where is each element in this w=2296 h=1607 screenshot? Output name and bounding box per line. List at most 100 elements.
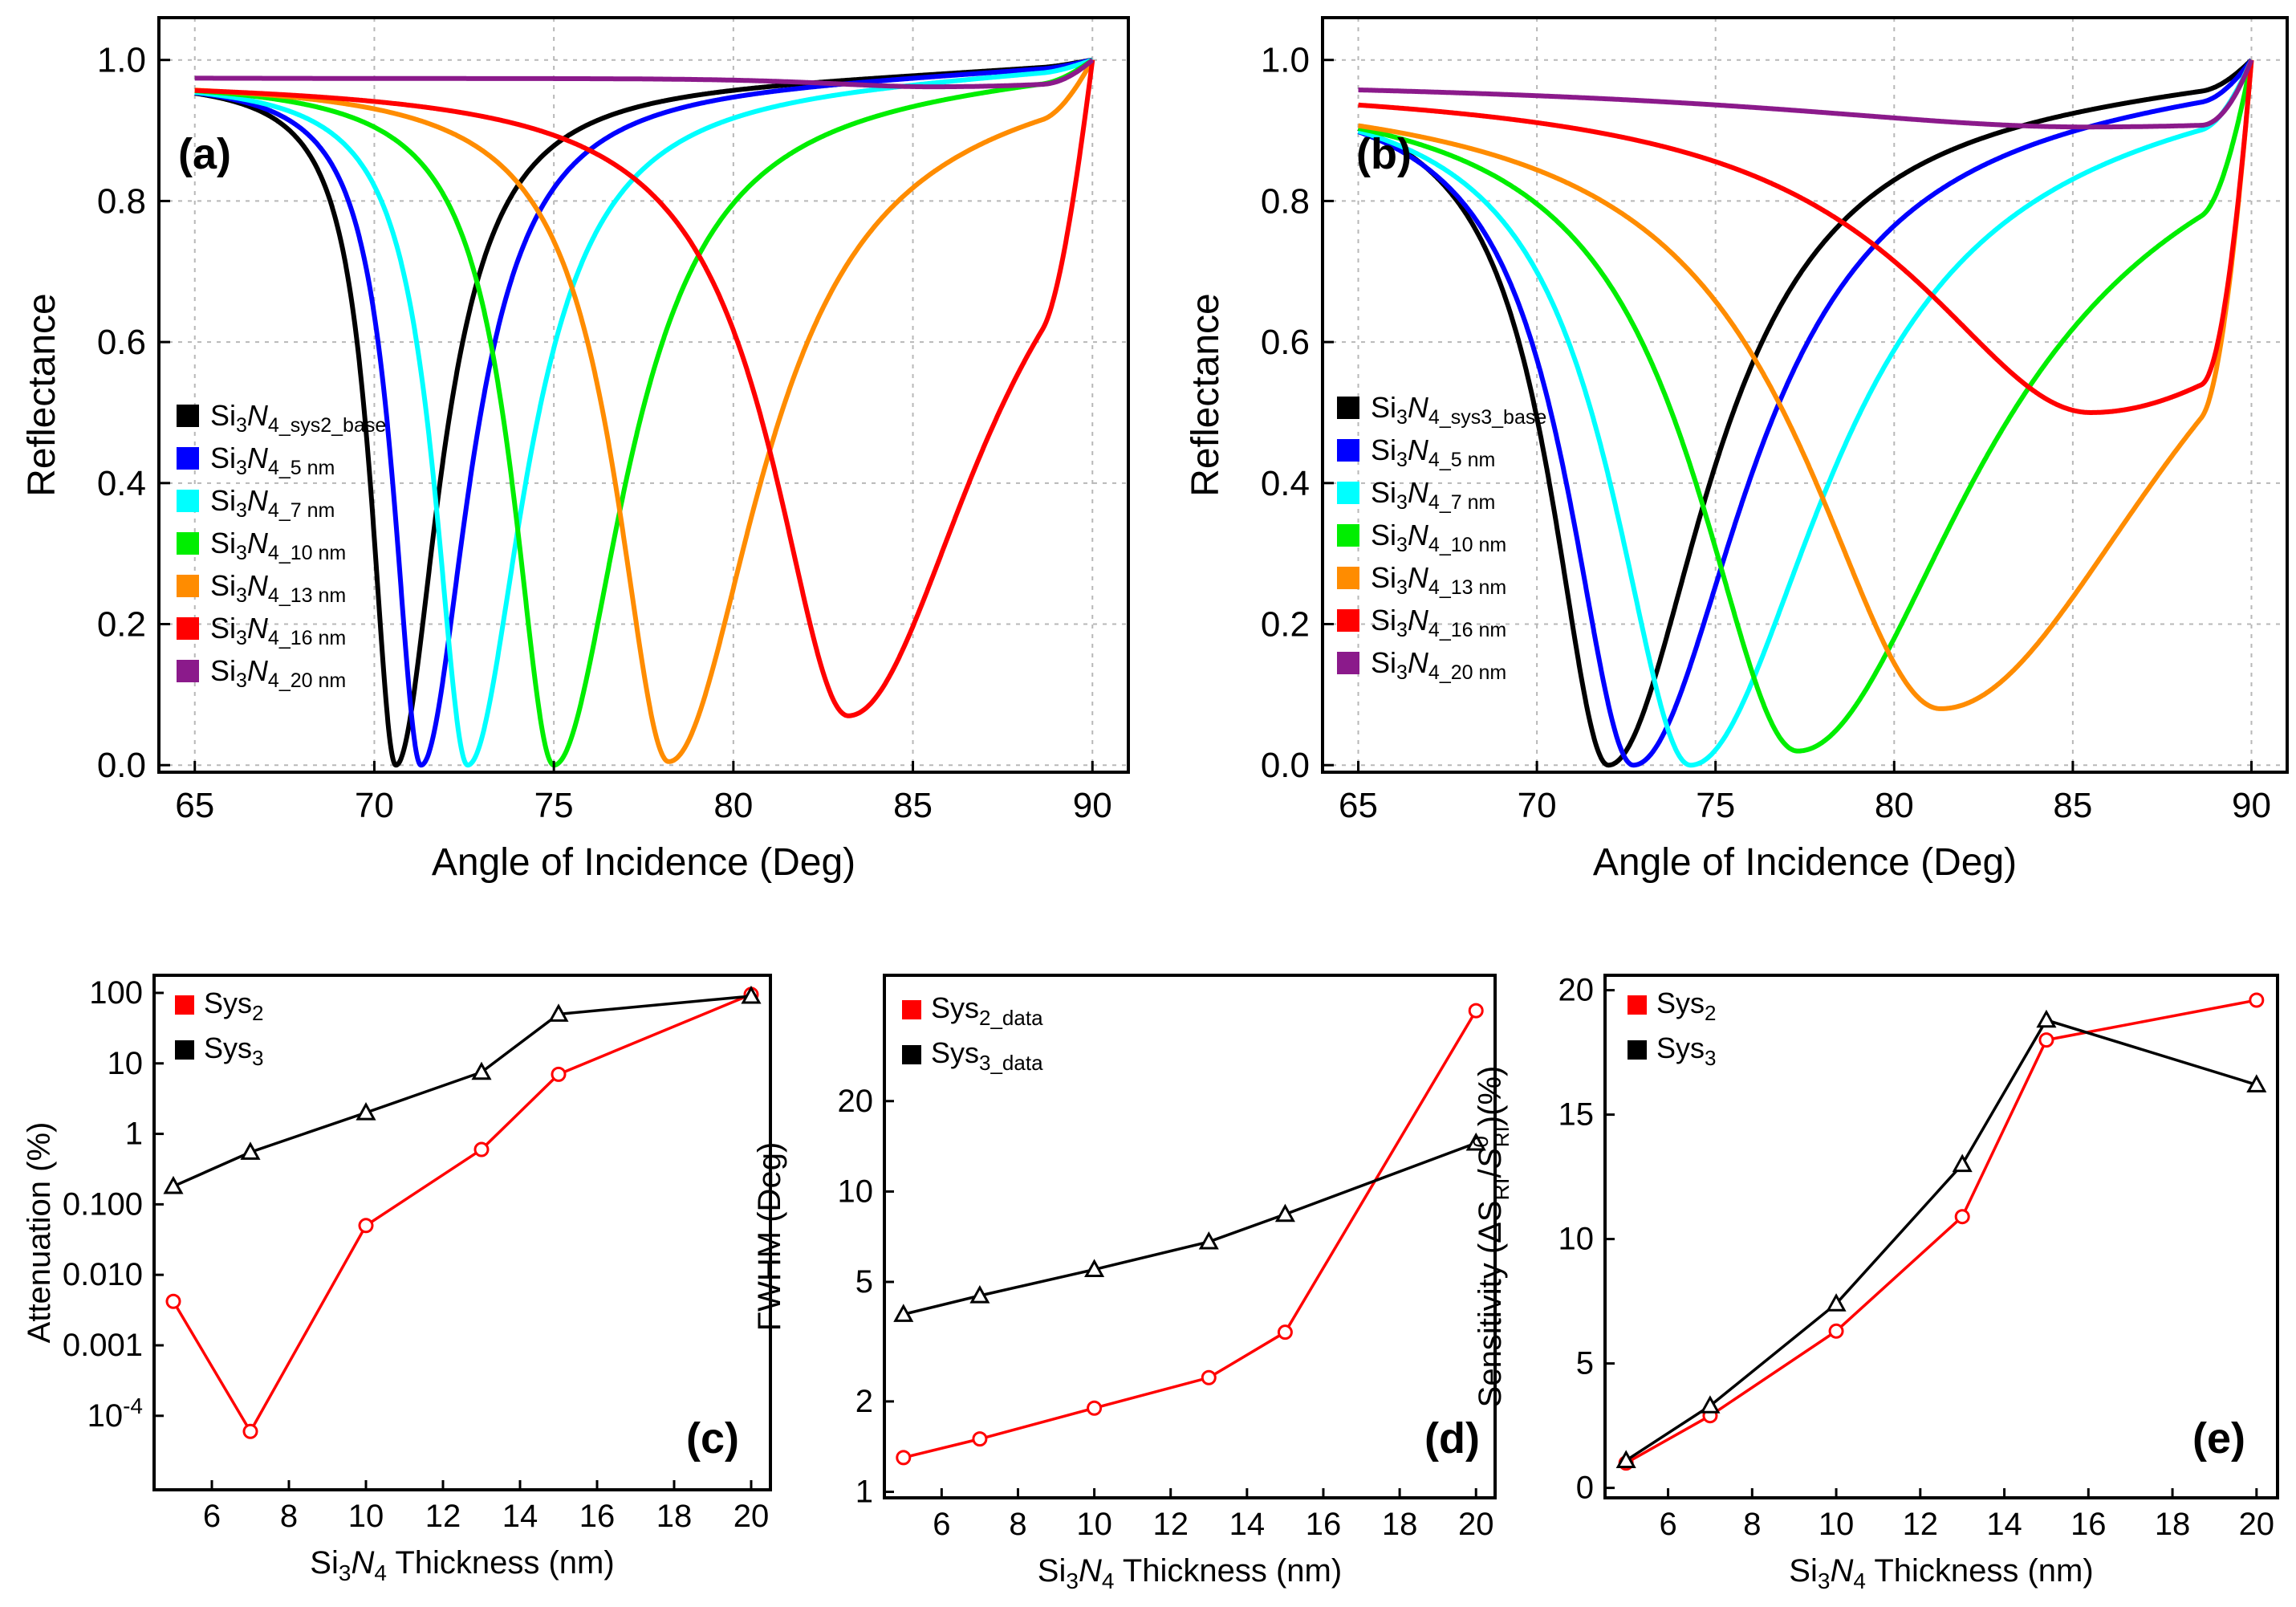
y-axis-label: Reflectance [21,293,63,496]
x-tick-label: 18 [1382,1507,1418,1542]
series-line-3 [1356,59,2254,754]
y-tick-label: 5 [1576,1346,1594,1381]
legend-swatch [1628,995,1647,1015]
series-line-5 [1356,59,2254,415]
x-tick-label: 16 [2070,1507,2107,1542]
legend-entry: Si3N4_sys3_base [1371,391,1546,429]
panel-e: 6 8 10 12 14 16 18 20 0 5 10 15 20 Si3N4 Thickness (n… [1469,973,2279,1593]
data-point [240,1141,261,1160]
x-tick-label: 8 [1009,1507,1026,1542]
data-point [896,1450,912,1466]
series-line-6 [1356,59,2254,130]
y-tick-label: 0.0 [1261,746,1310,785]
legend-entry: Sys2 [1656,987,1716,1025]
legend-entry: Si3N4_20 nm [210,654,346,692]
series-line-1 [173,995,752,1188]
x-axis-label: Si3N4 Thickness (nm) [310,1545,614,1585]
y-tick-label: 0.010 [63,1257,143,1292]
legend-entry: Sys3 [204,1031,263,1070]
data-point [2036,1009,2057,1028]
legend-swatch [175,1040,194,1060]
y-axis-label: Sensitivity (ΔSRI/S0RI)(%) [1469,1066,1514,1408]
data-point [356,1102,376,1121]
legend-swatch [902,1000,921,1019]
x-tick-label: 80 [713,786,753,825]
panel-c: 6 8 10 12 14 16 18 20 100 10 1 0.100 0.010 0.001 10-4 S… [22,974,772,1585]
legend-swatch [177,575,199,597]
panel-a: 65 70 75 80 85 90 0.0 0.2 0.4 0.6 0.8 1.0 Angle of I… [21,16,1130,884]
plot-frame [1321,16,2289,774]
y-tick-label: 15 [1558,1097,1595,1133]
legend-swatch [1337,609,1359,632]
data-point [548,1003,569,1022]
x-tick-label: 6 [203,1499,221,1534]
series-line-0 [903,1010,1477,1459]
x-tick-label: 14 [502,1499,538,1534]
panel-b: 65 70 75 80 85 90 0.0 0.2 0.4 0.6 0.8 1.0 Angle of I… [1185,16,2289,884]
y-tick-label: 10-4 [87,1393,143,1434]
y-tick-label: 1 [125,1117,143,1152]
legend-swatch [1337,397,1359,419]
y-tick-label: 0.8 [97,181,146,221]
x-tick-label: 10 [1076,1507,1112,1542]
series-line-2 [1356,59,2254,768]
legend-entry: Si3N4_5 nm [1371,433,1495,471]
y-tick-label: 10 [108,1046,144,1081]
x-tick-label: 70 [355,786,394,825]
x-axis-label: Angle of Incidence (Deg) [1593,841,2017,884]
series-line-5 [193,59,1095,718]
legend-entry: Sys3_data [931,1036,1043,1075]
y-tick-label: 0.6 [1261,323,1310,362]
x-tick-label: 16 [1306,1507,1342,1542]
series-line-3 [193,58,1095,768]
data-point [741,985,762,1004]
x-tick-label: 20 [1458,1507,1494,1542]
x-axis-label: Si3N4 Thickness (nm) [1038,1553,1342,1593]
x-tick-label: 8 [280,1499,298,1534]
legend-swatch [1337,482,1359,504]
legend-entry: Si3N4_20 nm [1371,646,1506,684]
legend-entry: Si3N4_10 nm [210,527,346,564]
data-point [473,1141,490,1157]
y-tick-label: 0.2 [1261,605,1310,645]
data-point [1465,1132,1486,1151]
x-tick-label: 6 [933,1507,950,1542]
x-tick-label: 80 [1875,786,1914,825]
data-point [2246,1074,2267,1092]
data-point [1087,1400,1103,1416]
series-line-1 [193,57,1095,768]
data-point [163,1175,184,1194]
series-line-1 [1356,58,2253,768]
legend-swatch [177,532,199,555]
data-point [165,1293,181,1309]
y-tick-label: 0.0 [97,746,146,785]
plot-frame [1603,974,2279,1499]
legend-swatch [177,490,199,512]
data-point [551,1066,567,1082]
y-tick-label: 10 [1558,1222,1595,1257]
legend-entry: Si3N4_13 nm [210,569,346,607]
data-point [1468,1003,1484,1019]
x-tick-label: 18 [2155,1507,2191,1542]
x-tick-label: 16 [579,1499,616,1534]
legend-entry: Si3N4_5 nm [210,441,335,479]
y-tick-label: 0.4 [1261,464,1310,503]
y-tick-label: 0 [1576,1471,1594,1506]
data-point [242,1423,258,1439]
series-line-6 [193,58,1095,90]
legend-entry: Si3N4_10 nm [1371,519,1506,556]
data-point [972,1431,988,1447]
data-point [1201,1369,1217,1385]
x-tick-label: 12 [425,1499,461,1534]
data-point [2249,992,2265,1008]
data-point [1615,1450,1636,1468]
y-tick-label: 0.100 [63,1186,143,1222]
x-tick-label: 14 [1229,1507,1266,1542]
series-line-4 [1356,59,2254,711]
panel-label: (d) [1424,1414,1480,1463]
x-tick-label: 18 [656,1499,693,1534]
data-point [1952,1153,1973,1173]
legend-entry: Si3N4_16 nm [1371,604,1506,641]
legend-swatch [177,447,199,470]
